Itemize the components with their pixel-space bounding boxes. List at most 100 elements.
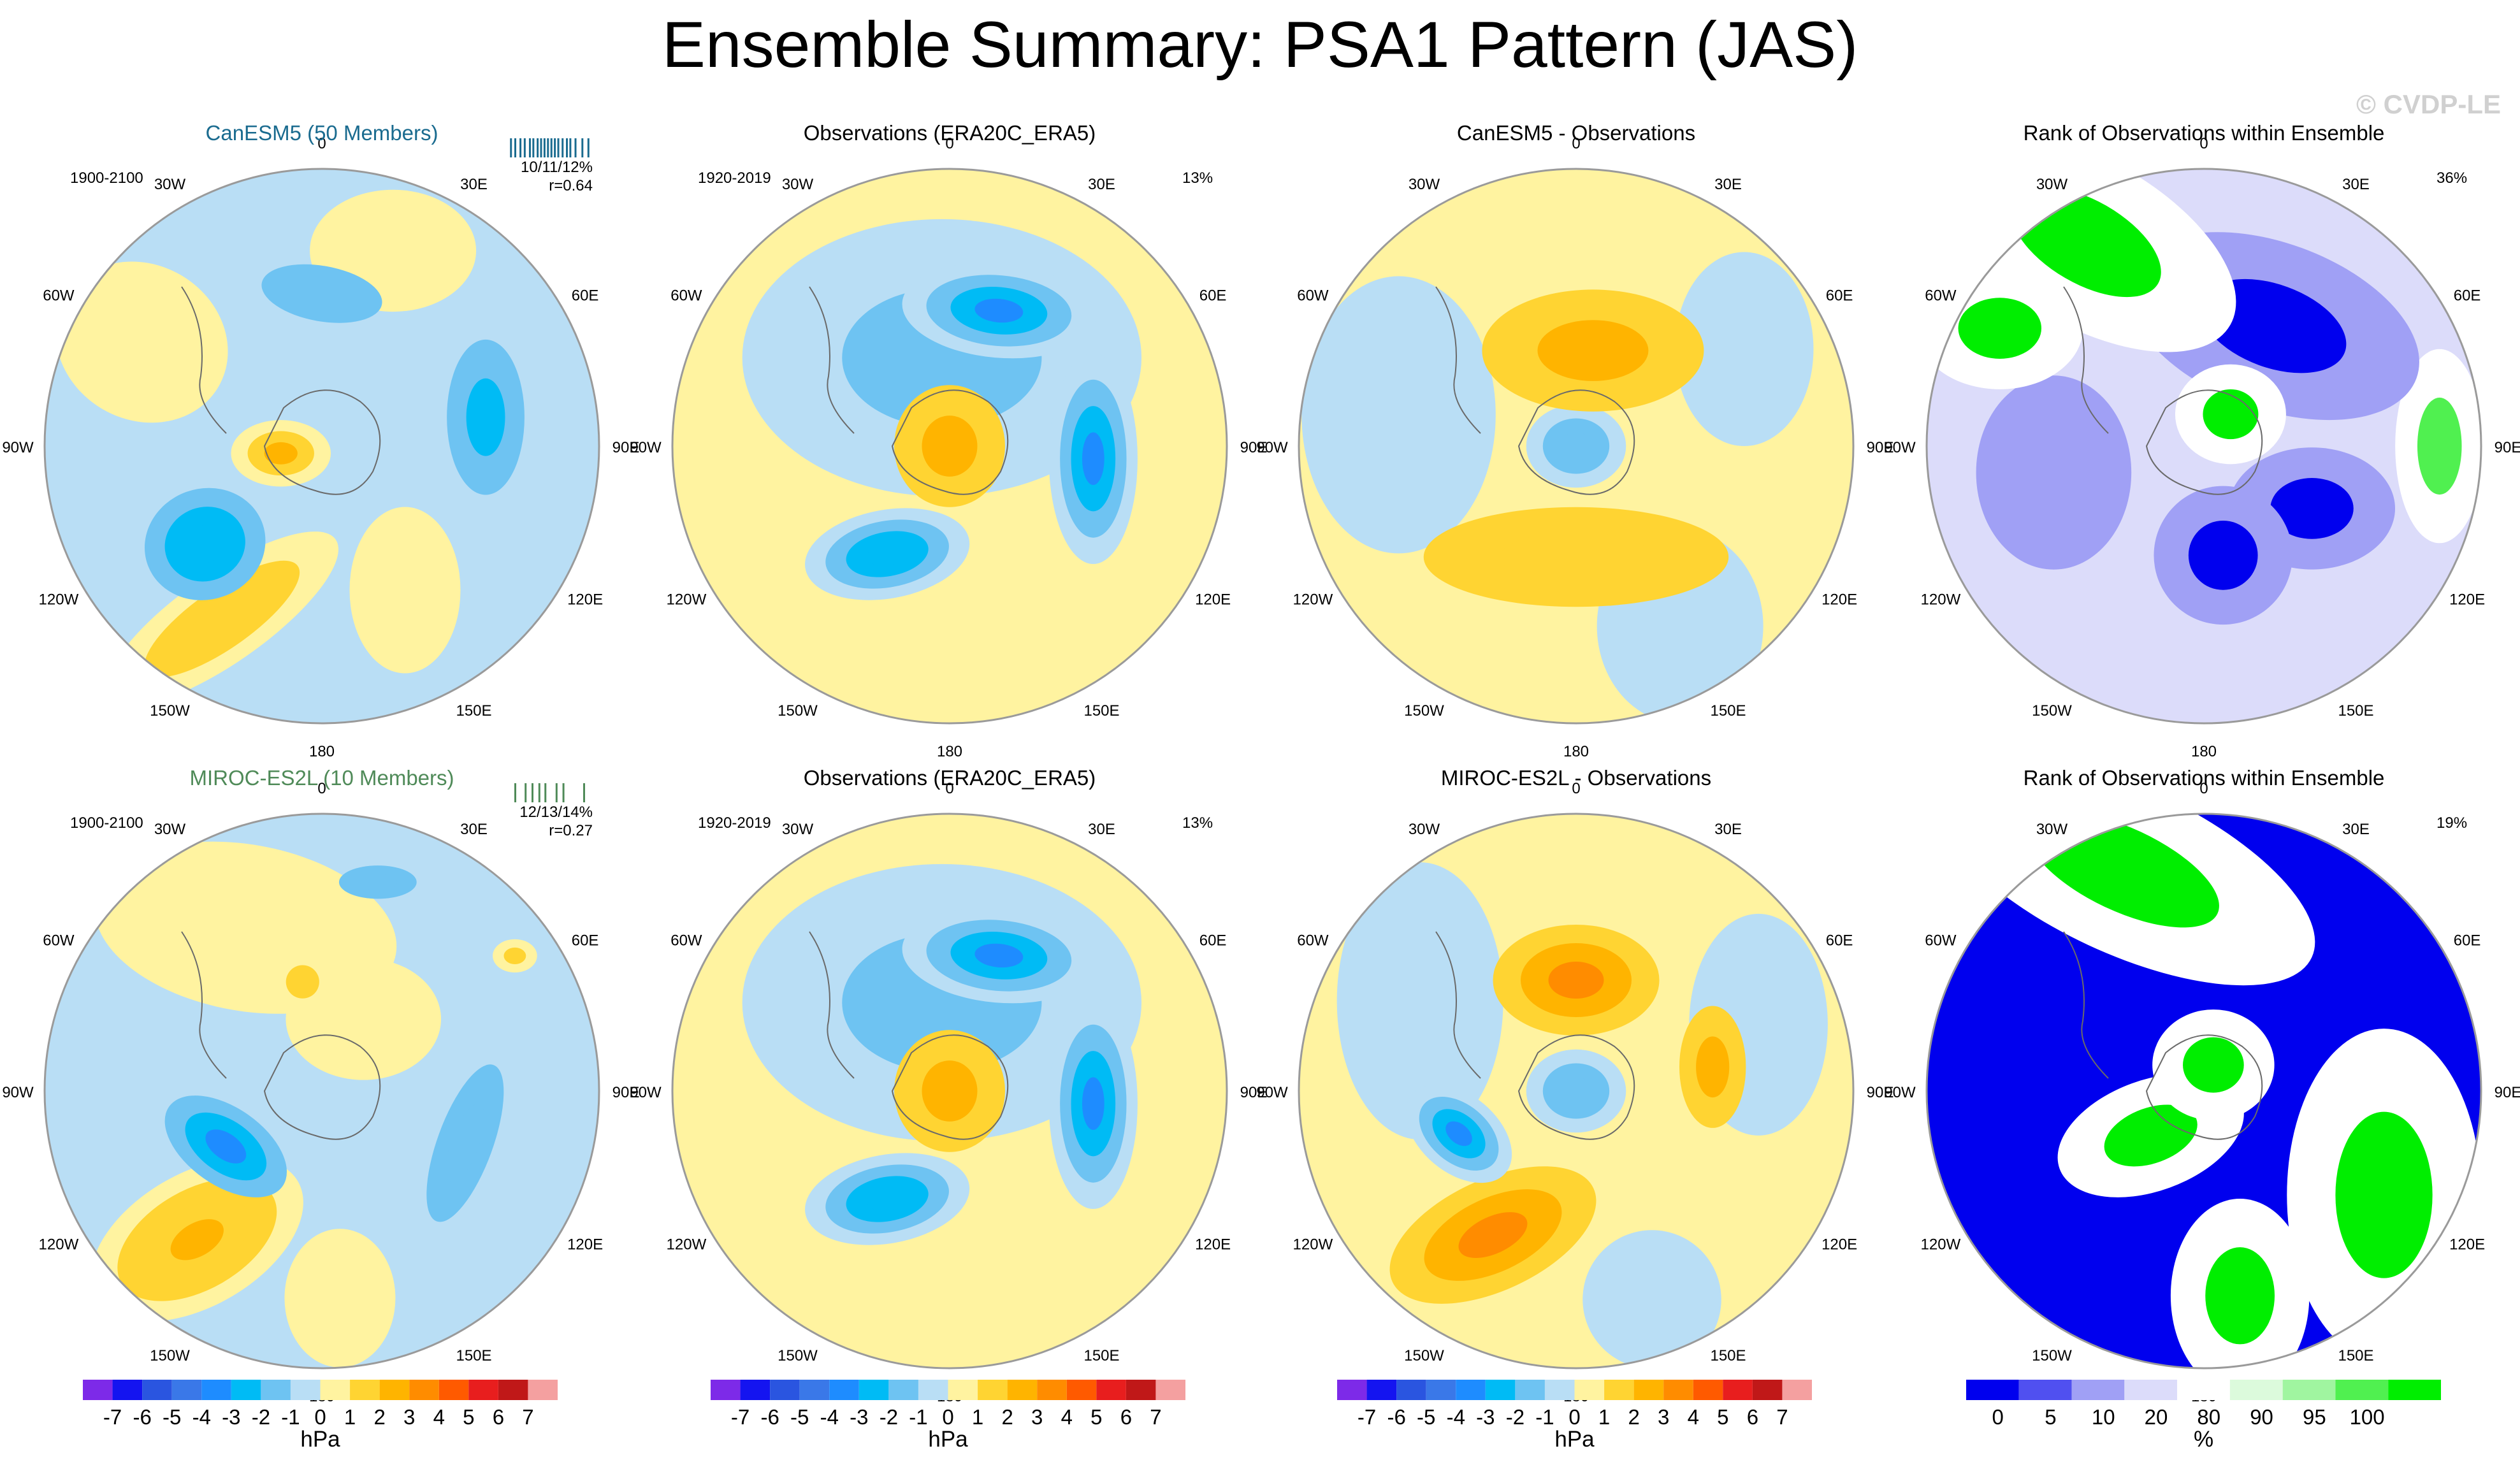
map-field <box>45 169 599 723</box>
longitude-label: 150W <box>150 1347 190 1364</box>
colorbar-swatch <box>83 1380 113 1400</box>
coastline <box>891 1034 1009 1140</box>
colorbar-tick-label: -7 <box>731 1405 749 1429</box>
colorbar-swatch <box>1096 1380 1126 1400</box>
map-border <box>43 813 600 1369</box>
map-panel-6: 030E60E90E120E150E180150W120W90W60W30WOb… <box>630 766 1267 1405</box>
panel-title: CanESM5 - Observations <box>1457 121 1695 145</box>
colorbar-swatch <box>799 1380 830 1400</box>
map-border <box>1298 813 1855 1369</box>
colorbar-tick-label: 0 <box>314 1405 326 1429</box>
contour-region <box>1548 962 1604 999</box>
longitude-label: 30W <box>154 176 186 193</box>
longitude-label: 180 <box>2191 743 2217 760</box>
colorbar-tick-label: 95 <box>2303 1405 2326 1429</box>
longitude-label: 60W <box>1925 287 1957 305</box>
colorbar-swatch <box>1456 1380 1486 1400</box>
colorbar-tick-label: 7 <box>1150 1405 1161 1429</box>
colorbar-tick-label: 5 <box>2045 1405 2056 1429</box>
longitude-label: 120E <box>1195 1236 1231 1254</box>
colorbar-swatch <box>918 1380 948 1400</box>
coastline <box>263 1034 381 1140</box>
colorbar-swatch <box>1126 1380 1156 1400</box>
contour-region <box>358 874 398 891</box>
coastline <box>1517 389 1635 495</box>
longitude-label: 90W <box>1256 439 1288 456</box>
colorbar-tick-label: 20 <box>2145 1405 2168 1429</box>
coastline <box>1435 931 1481 1079</box>
colorbar-tick-label: 7 <box>522 1405 533 1429</box>
longitude-label: 30E <box>1088 176 1115 193</box>
map-panel-1: 0 30E 60E 90E 120E 150E 180 150W 120W 90W 60W 30W Ca… <box>2 121 639 760</box>
colorbar-swatch <box>978 1380 1008 1400</box>
map-border <box>1925 168 2482 725</box>
colorbar-tick-label: -5 <box>1417 1405 1435 1429</box>
contour-region <box>922 1060 978 1122</box>
contour-region <box>1559 432 1593 460</box>
colorbar-tick-label: 0 <box>1568 1405 1580 1429</box>
longitude-label: 90W <box>1884 1084 1916 1101</box>
coastline <box>809 931 855 1079</box>
colorbar-swatch <box>468 1380 498 1400</box>
colorbar-tick-label: 80 <box>2197 1405 2220 1429</box>
colorbar-swatch <box>1485 1380 1516 1400</box>
contour-region <box>866 1187 908 1211</box>
colorbar-swatch <box>1663 1380 1693 1400</box>
longitude-label: 180 <box>937 743 962 760</box>
longitude-label: 150E <box>2338 1347 2373 1364</box>
panel-percent: 36% <box>2437 170 2467 187</box>
longitude-label: 90W <box>1884 439 1916 456</box>
contour-region <box>2104 1104 2198 1167</box>
longitude-label: 180 <box>1563 743 1589 760</box>
contour-region <box>866 542 908 566</box>
colorbar-tick-label: -7 <box>103 1405 122 1429</box>
contour-region <box>466 378 505 456</box>
longitude-label: 150E <box>1710 702 1746 719</box>
colorbar-swatch <box>858 1380 889 1400</box>
contour-region <box>1082 432 1104 486</box>
longitude-label: 60W <box>43 932 75 950</box>
colorbar-swatch <box>2335 1380 2389 1400</box>
map-border <box>1925 813 2482 1369</box>
contour-region <box>445 1104 485 1183</box>
colorbar-tick-label: 4 <box>1061 1405 1073 1429</box>
colorbar-tick-label: 7 <box>1776 1405 1788 1429</box>
longitude-label: 30W <box>154 821 186 838</box>
longitude-label: 60W <box>43 287 75 305</box>
colorbar-swatch <box>2124 1380 2178 1400</box>
colorbar-swatch <box>142 1380 172 1400</box>
contour-region <box>1674 252 1814 446</box>
ensemble-correlation: r=0.64 <box>549 177 593 194</box>
longitude-label: 120W <box>1921 1236 1961 1254</box>
longitude-label: 120E <box>1821 1236 1857 1254</box>
contour-region <box>284 1229 396 1368</box>
longitude-label: 0 <box>945 780 953 797</box>
contour-region <box>2417 397 2462 495</box>
longitude-label: 90W <box>630 1084 662 1101</box>
longitude-label: 30W <box>2036 821 2068 838</box>
colorbar-tick-label: -2 <box>1506 1405 1524 1429</box>
longitude-label: 150E <box>1083 702 1119 719</box>
longitude-label: 30W <box>2036 176 2068 193</box>
colorbar-2: -7 -6 -5 -4 -3 -2 -1 0 1 2 3 4 5 6 7 hPa <box>711 1380 1185 1452</box>
longitude-label: 30E <box>1088 821 1115 838</box>
colorbar-swatch <box>1426 1380 1456 1400</box>
longitude-label: 90E <box>1240 439 1268 456</box>
colorbar-swatch <box>2071 1380 2125 1400</box>
contour-region <box>1958 298 2042 359</box>
longitude-label: 30E <box>1714 176 1742 193</box>
colorbar-tick-label: -7 <box>1358 1405 1376 1429</box>
longitude-label: 30W <box>1408 176 1440 193</box>
map-field <box>672 814 1227 1368</box>
longitude-label: 120W <box>1293 1236 1333 1254</box>
colorbar-swatch <box>201 1380 231 1400</box>
longitude-label: 90E <box>1240 1084 1268 1101</box>
longitude-label: 0 <box>945 135 953 152</box>
longitude-label: 30E <box>2342 176 2370 193</box>
colorbar-tick-label: 1 <box>972 1405 983 1429</box>
longitude-label: 60W <box>1925 932 1957 950</box>
contour-region <box>2015 424 2093 521</box>
longitude-label: 150W <box>150 702 190 719</box>
longitude-label: 0 <box>2199 780 2208 797</box>
contour-region <box>974 298 1024 323</box>
